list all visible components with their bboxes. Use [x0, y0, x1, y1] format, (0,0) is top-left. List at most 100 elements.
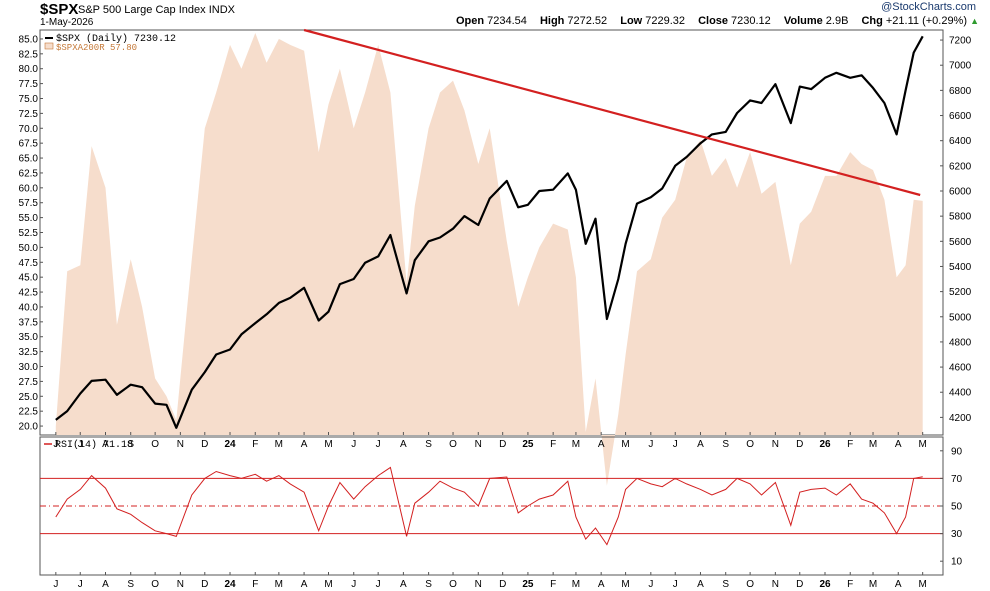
- x-tick-label: A: [697, 439, 704, 450]
- rsi-y-axis: 10 30 50 70 90: [940, 446, 963, 568]
- left-tick-label: 45.0: [19, 273, 39, 284]
- left-tick-label: 32.5: [19, 347, 39, 358]
- x-tick-label: J: [351, 439, 356, 450]
- x-tick-label: A: [400, 579, 407, 590]
- x-tick-label: M: [621, 439, 629, 450]
- x-tick-label: M: [869, 579, 877, 590]
- x-tick-label: F: [252, 579, 258, 590]
- x-tick-label: O: [449, 579, 457, 590]
- left-tick-label: 22.5: [19, 407, 39, 418]
- right-tick-label: 4800: [949, 337, 972, 348]
- open-value: 7234.54: [487, 15, 527, 27]
- x-tick-label: J: [648, 579, 653, 590]
- x-tick-label: J: [376, 579, 381, 590]
- x-tick-label: J: [53, 439, 58, 450]
- rsi-tick-label: 70: [951, 474, 963, 485]
- x-tick-label: M: [919, 579, 927, 590]
- right-tick-label: 6200: [949, 161, 972, 172]
- x-tick-label: D: [499, 579, 506, 590]
- left-tick-label: 20.0: [19, 422, 39, 433]
- left-tick-label: 72.5: [19, 109, 39, 120]
- left-tick-label: 30.0: [19, 362, 39, 373]
- x-tick-label: M: [572, 439, 580, 450]
- x-tick-label: A: [400, 439, 407, 450]
- volume-value: 2.9B: [825, 15, 849, 27]
- left-tick-label: 60.0: [19, 183, 39, 194]
- x-tick-label: J: [673, 439, 678, 450]
- right-tick-label: 5000: [949, 312, 972, 323]
- left-tick-label: 37.5: [19, 317, 39, 328]
- x-tick-label: A: [598, 579, 605, 590]
- left-tick-label: 85.0: [19, 34, 39, 45]
- left-tick-label: 35.0: [19, 332, 39, 343]
- x-tick-label: 26: [819, 439, 831, 450]
- x-tick-label: J: [78, 579, 83, 590]
- x-tick-label: F: [252, 439, 258, 450]
- right-tick-label: 6400: [949, 136, 972, 147]
- right-tick-label: 4200: [949, 413, 972, 424]
- x-tick-label: F: [550, 579, 556, 590]
- right-tick-label: 7200: [949, 36, 972, 47]
- low-value: 7229.32: [645, 15, 685, 27]
- x-tick-label: F: [847, 439, 853, 450]
- volume-label: Volume: [783, 15, 823, 27]
- right-tick-label: 4600: [949, 363, 972, 374]
- spx-price-line: [55, 35, 924, 429]
- x-tick-label: F: [847, 579, 853, 590]
- x-tick-label: D: [796, 579, 803, 590]
- right-tick-label: 5800: [949, 212, 972, 223]
- spx-legend: $SPX (Daily) 7230.12: [56, 33, 176, 45]
- change-label: Chg: [861, 15, 883, 27]
- x-tick-label: D: [201, 579, 208, 590]
- x-tick-label: N: [772, 439, 779, 450]
- x-tick-label: M: [919, 439, 927, 450]
- main-legend: $SPX (Daily) 7230.12 $SPXA200R 57.80: [44, 33, 176, 53]
- right-tick-label: 6800: [949, 86, 972, 97]
- up-triangle-icon: ▲: [970, 16, 979, 26]
- x-tick-label: N: [177, 579, 184, 590]
- ticker-symbol: $SPX: [40, 1, 79, 18]
- brand-logo: @StockCharts.com: [881, 1, 976, 13]
- x-tick-label: M: [275, 439, 283, 450]
- right-tick-label: 5600: [949, 237, 972, 248]
- rsi-legend-text: RSI(14) 71.18: [55, 439, 133, 451]
- rsi-tick-label: 50: [951, 502, 963, 513]
- rsi-tick-label: 30: [951, 529, 963, 540]
- open-label: Open: [456, 15, 485, 27]
- left-tick-label: 62.5: [19, 168, 39, 179]
- right-axis: 4200 4400 4600 4800 5000 5200 5400 5600 5800 6000…: [940, 36, 972, 424]
- x-tick-label: M: [324, 439, 332, 450]
- x-tick-label: A: [895, 579, 902, 590]
- left-tick-label: 67.5: [19, 139, 39, 150]
- spxa200r-area: [55, 33, 923, 486]
- left-tick-label: 25.0: [19, 392, 39, 403]
- left-tick-label: 75.0: [19, 94, 39, 105]
- x-tick-label: M: [572, 579, 580, 590]
- x-tick-label: M: [324, 579, 332, 590]
- x-tick-label: S: [425, 439, 432, 450]
- x-tick-label: J: [351, 579, 356, 590]
- index-name-text: S&P 500 Large Cap Index: [78, 4, 206, 16]
- x-tick-label: A: [697, 579, 704, 590]
- left-tick-label: 70.0: [19, 124, 39, 135]
- right-tick-label: 7000: [949, 61, 972, 72]
- spxa-legend: $SPXA200R 57.80: [56, 43, 137, 53]
- x-tick-label: M: [869, 439, 877, 450]
- x-tick-label: 25: [522, 579, 534, 590]
- x-tick-label: O: [449, 439, 457, 450]
- x-tick-label: J: [648, 439, 653, 450]
- x-tick-label: 26: [819, 579, 831, 590]
- x-tick-label: M: [621, 579, 629, 590]
- x-tick-label: O: [151, 579, 159, 590]
- x-tick-label: D: [796, 439, 803, 450]
- x-tick-label: S: [127, 579, 134, 590]
- close-value: 7230.12: [731, 15, 771, 27]
- x-tick-label: D: [201, 439, 208, 450]
- x-tick-label: N: [475, 439, 482, 450]
- x-tick-label: S: [722, 579, 729, 590]
- low-label: Low: [620, 15, 643, 27]
- high-value: 7272.52: [567, 15, 608, 27]
- x-tick-label: A: [301, 439, 308, 450]
- x-tick-label: J: [376, 439, 381, 450]
- x-tick-label: F: [550, 439, 556, 450]
